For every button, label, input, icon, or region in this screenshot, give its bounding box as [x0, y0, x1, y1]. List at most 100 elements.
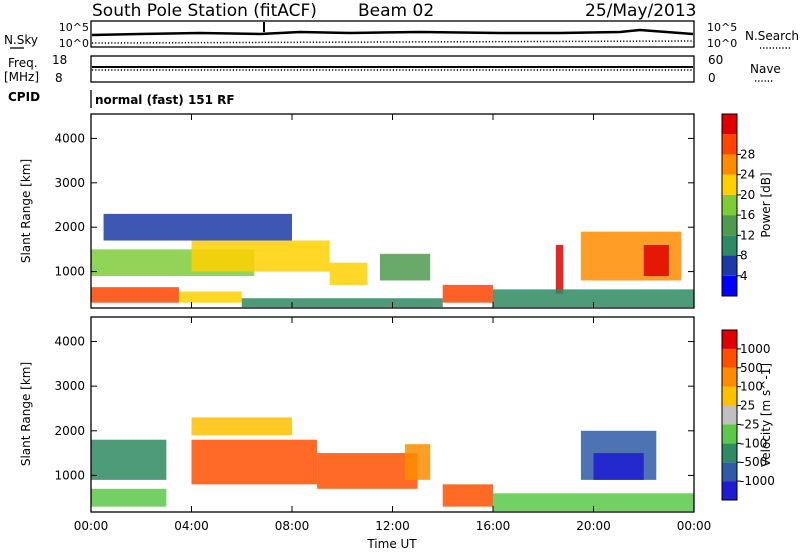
velocity-data-region: [405, 444, 431, 480]
x-tick-label: 12:00: [375, 519, 410, 533]
freq-frame: [90, 55, 695, 83]
x-axis-label: Time UT: [366, 537, 417, 551]
n-sky-label: N.Sky: [4, 33, 38, 47]
noise-frame: [90, 20, 695, 48]
velocity-colorbar-tick-label: -25: [740, 417, 760, 431]
velocity-colorbar-segment: [722, 386, 737, 406]
power-data-region: [241, 298, 443, 308]
freq-tick-bottom: 8: [55, 71, 63, 85]
power-colorbar-segment: [722, 194, 737, 216]
freq-panel: Freq. [MHz] 18 8 60 0 Nave: [4, 53, 781, 85]
velocity-y-tick-label: 2000: [54, 424, 85, 438]
velocity-colorbar-segment: [722, 367, 737, 387]
power-y-tick-label: 4000: [54, 131, 85, 145]
power-y-tick-label: 2000: [54, 220, 85, 234]
x-tick-label: 04:00: [174, 519, 209, 533]
power-colorbar-tick-label: 24: [740, 168, 755, 182]
velocity-colorbar-tick-label: 500: [740, 361, 763, 375]
power-colorbar-segment: [722, 174, 737, 195]
cpid-label: CPID: [8, 90, 40, 104]
velocity-colorbar-tick-label: 1000: [740, 342, 771, 356]
noise-right-tick-top: 10^5: [707, 21, 737, 34]
power-colorbar: 4 8 12 16 20 24 28: [721, 113, 755, 297]
power-data-region: [178, 291, 242, 303]
velocity-panel: 1000 2000 3000 4000 00:00 04:00 08:00 12:00 16:0…: [19, 316, 711, 551]
velocity-colorbar-segment: [722, 405, 737, 425]
cpid-panel: CPID normal (fast) 151 RF: [8, 90, 235, 108]
x-tick-label: 08:00: [275, 519, 310, 533]
nave-tick-bottom: 0: [708, 71, 716, 85]
velocity-colorbar-segment: [722, 424, 737, 444]
noise-search-line: [91, 40, 694, 44]
power-data-region: [191, 240, 330, 272]
power-colorbar-segment: [722, 215, 737, 236]
velocity-colorbar-segment: [722, 443, 737, 463]
velocity-ylabel: Slant Range [km]: [19, 362, 33, 466]
power-colorbar-segment: [722, 235, 737, 256]
noise-sky-line: [91, 28, 694, 37]
velocity-colorbar: 1000 500 100 25 -25 -100 -500 -1000: [721, 329, 775, 501]
power-colorbar-segment: [722, 255, 737, 276]
power-colorbar-segment: [722, 275, 737, 296]
freq-tick-top: 18: [52, 53, 67, 67]
velocity-colorbar-segment: [722, 348, 737, 368]
power-colorbar-tick-label: 20: [740, 188, 755, 202]
n-search-label: N.Search: [745, 29, 799, 43]
power-data-region: [555, 244, 564, 294]
velocity-colorbar-tick-label: -500: [740, 455, 767, 469]
velocity-data-region: [593, 453, 644, 480]
freq-label: Freq.: [8, 56, 38, 70]
station-title: South Pole Station (fitACF): [92, 1, 317, 21]
date-label: 25/May/2013: [585, 1, 697, 21]
power-colorbar-tick-label: 16: [740, 208, 755, 222]
velocity-data-region: [191, 439, 318, 485]
x-tick-label: 00:00: [74, 519, 109, 533]
velocity-data-region: [91, 439, 167, 480]
velocity-colorbar-tick-label: 100: [740, 380, 763, 394]
power-colorbar-tick-label: 8: [740, 249, 748, 263]
power-data-region: [493, 289, 694, 308]
velocity-colorbar-segment: [722, 481, 737, 500]
x-tick-label: 16:00: [476, 519, 511, 533]
velocity-colorbar-tick-label: -1000: [740, 474, 775, 488]
x-tick-label: 00:00: [677, 519, 712, 533]
freq-unit-label: [MHz]: [4, 70, 39, 84]
velocity-data-region: [191, 417, 292, 436]
power-y-tick-label: 3000: [54, 176, 85, 190]
power-data-region: [379, 253, 431, 281]
power-colorbar-tick-label: 4: [740, 269, 748, 283]
power-colorbar-segment: [722, 114, 737, 135]
cpid-value: normal (fast) 151 RF: [95, 93, 235, 107]
power-ylabel: Slant Range [km]: [19, 159, 33, 263]
nave-label: Nave: [750, 62, 781, 76]
beam-label: Beam 02: [358, 1, 434, 21]
velocity-data-region: [442, 484, 493, 507]
power-data-region: [91, 287, 179, 303]
velocity-y-tick-label: 3000: [54, 379, 85, 393]
velocity-colorbar-segment: [722, 462, 737, 482]
power-data-region: [329, 262, 368, 285]
power-heatmap: [91, 213, 694, 308]
power-colorbar-segment: [722, 134, 737, 155]
velocity-axes: 1000 2000 3000 4000 00:00 04:00 08:00 12:00 16:0…: [54, 317, 711, 533]
velocity-colorbar-segment: [722, 330, 737, 349]
power-colorbar-tick-label: 12: [740, 228, 755, 242]
velocity-data-region: [317, 453, 418, 489]
power-axes: 1000 2000 3000 4000: [54, 114, 695, 308]
power-y-tick-label: 1000: [54, 265, 85, 279]
velocity-data-region: [91, 488, 167, 507]
power-panel: 1000 2000 3000 4000 Slant Range [km]: [19, 113, 695, 309]
velocity-y-tick-label: 4000: [54, 335, 85, 349]
power-data-region: [103, 213, 292, 241]
velocity-colorbar-frame: [721, 329, 738, 501]
noise-left-tick-bottom: 10^0: [59, 37, 89, 50]
power-colorbar-tick-label: 28: [740, 147, 755, 161]
noise-left-tick-top: 10^5: [59, 21, 89, 34]
power-colorbar-frame: [721, 113, 738, 297]
power-colorbar-label: Power [dB]: [759, 172, 773, 237]
velocity-data-region: [493, 493, 694, 512]
velocity-y-tick-label: 1000: [54, 468, 85, 482]
velocity-heatmap: [91, 417, 694, 512]
power-data-region: [442, 284, 493, 303]
